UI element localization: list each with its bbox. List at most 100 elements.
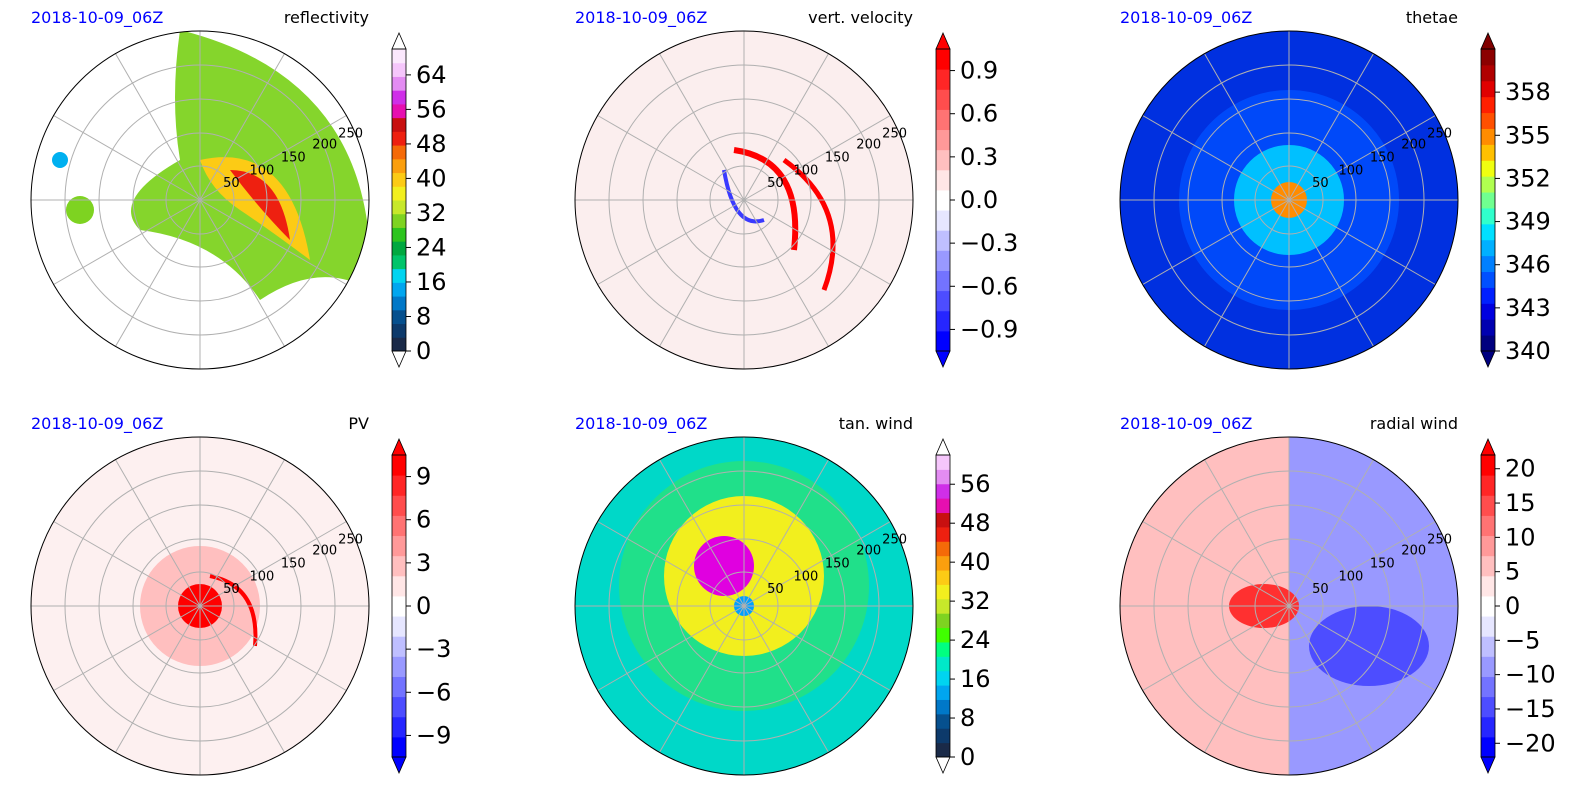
colorbar-tick-label: 16 bbox=[416, 268, 447, 296]
radial-gridline bbox=[53, 115, 201, 201]
colorbar-extend-high bbox=[391, 438, 407, 456]
ring-label: 50 bbox=[767, 176, 784, 191]
colorbar-tick-label: −6 bbox=[416, 678, 451, 706]
colorbar-bin bbox=[936, 498, 950, 514]
colorbar-tick-label: 10 bbox=[1505, 523, 1536, 551]
colorbar-bin bbox=[392, 515, 406, 537]
ring-label: 150 bbox=[281, 150, 306, 165]
colorbar-bin bbox=[936, 69, 950, 90]
radial-gridline bbox=[1204, 199, 1290, 347]
tanwind-max bbox=[694, 536, 754, 596]
colorbar-bin bbox=[936, 89, 950, 110]
polar-border bbox=[574, 30, 914, 370]
colorbar-bin bbox=[936, 685, 950, 700]
updraft-band bbox=[782, 157, 836, 291]
colorbar-bin bbox=[936, 555, 950, 571]
colorbar-tick-label: 40 bbox=[960, 548, 991, 576]
colorbar-tick-label: 48 bbox=[960, 509, 991, 537]
colorbar-bin bbox=[936, 483, 950, 499]
ring-label: 200 bbox=[312, 543, 337, 558]
polar-border bbox=[1119, 436, 1459, 776]
polar-border bbox=[30, 30, 370, 370]
outer-cell bbox=[66, 196, 94, 224]
colorbar-bin bbox=[936, 728, 950, 744]
radial-gridline bbox=[597, 521, 745, 607]
colorbar-bin bbox=[1481, 287, 1495, 304]
radial-gridline bbox=[199, 521, 347, 607]
radial-gridline bbox=[659, 53, 745, 201]
ring-label: 200 bbox=[856, 137, 881, 152]
colorbar-tick-label: 20 bbox=[1505, 455, 1536, 483]
colorbar-tick-label: −9 bbox=[416, 721, 451, 749]
colorbar-bin bbox=[936, 670, 950, 686]
ring-label: 150 bbox=[1370, 556, 1395, 571]
colorbar-bin bbox=[936, 270, 950, 292]
colorbar-bin bbox=[1481, 716, 1495, 738]
colorbar-bin bbox=[936, 109, 950, 131]
colorbar-bin bbox=[936, 570, 950, 585]
colorbar-bin bbox=[1481, 736, 1495, 758]
radial-gridline bbox=[743, 53, 829, 201]
colorbar-bin bbox=[936, 598, 950, 614]
downdraft-band bbox=[722, 169, 765, 224]
ring-label: 250 bbox=[882, 533, 907, 548]
colorbar-tick-label: 5 bbox=[1505, 558, 1520, 586]
colorbar-tick-label: 16 bbox=[960, 665, 991, 693]
colorbar-bin bbox=[392, 172, 406, 187]
colorbar-bin bbox=[1481, 223, 1495, 241]
radial-gridline bbox=[597, 605, 745, 691]
polar-border bbox=[574, 436, 914, 776]
colorbar-tick-label: 32 bbox=[416, 199, 447, 227]
colorbar-tick-label: −0.6 bbox=[960, 272, 1018, 300]
colorbar-bin bbox=[392, 117, 406, 132]
colorbar-bin bbox=[392, 616, 406, 637]
panel-6: 2018-10-09_06Z radial wind501001502002502… bbox=[1119, 414, 1556, 776]
colorbar-bin bbox=[936, 250, 950, 271]
colorbar-bin bbox=[392, 696, 406, 718]
colorbar-bin bbox=[392, 676, 406, 698]
ring-label: 150 bbox=[825, 150, 850, 165]
colorbar-tick-label: 0.6 bbox=[960, 100, 998, 128]
colorbar-bin bbox=[936, 310, 950, 332]
colorbar-tick-label: 0.0 bbox=[960, 186, 998, 214]
colorbar-bin bbox=[1481, 555, 1495, 577]
colorbar-bin bbox=[1481, 636, 1495, 657]
radial-gridline bbox=[53, 199, 201, 285]
colorbar-bin bbox=[936, 149, 950, 171]
polar-border bbox=[30, 436, 370, 776]
radial-gridline bbox=[199, 199, 347, 285]
radial-gridline bbox=[199, 605, 347, 691]
colorbar-bin bbox=[1481, 475, 1495, 496]
radial-gridline bbox=[1142, 115, 1290, 201]
radial-gridline bbox=[199, 53, 285, 201]
colorbar-bin bbox=[936, 613, 950, 629]
colorbar-bin bbox=[1481, 80, 1495, 98]
colorbar-bin bbox=[392, 103, 406, 119]
panel-title: reflectivity bbox=[284, 8, 369, 27]
colorbar-bin bbox=[392, 49, 406, 64]
ring-label: 100 bbox=[249, 569, 274, 584]
colorbar-bin bbox=[936, 541, 950, 557]
colorbar-tick-label: 8 bbox=[416, 302, 431, 330]
colorbar-bin bbox=[1481, 144, 1495, 161]
panel-title: radial wind bbox=[1370, 414, 1458, 433]
colorbar-tick-label: 24 bbox=[960, 626, 991, 654]
ring-label: 150 bbox=[825, 556, 850, 571]
ring-label: 100 bbox=[1338, 569, 1363, 584]
ring-label: 50 bbox=[1312, 582, 1329, 597]
ring-label: 150 bbox=[281, 556, 306, 571]
colorbar-tick-label: 48 bbox=[416, 130, 447, 158]
colorbar-bin bbox=[392, 337, 406, 352]
ring-label: 100 bbox=[793, 569, 818, 584]
colorbar-bin bbox=[392, 716, 406, 738]
eyewall-core bbox=[230, 170, 290, 240]
colorbar-bin bbox=[1481, 616, 1495, 637]
colorbar-bin bbox=[1481, 319, 1495, 336]
radial-gridline bbox=[743, 459, 829, 607]
colorbar-extend-high bbox=[1480, 32, 1496, 50]
radial-gridline bbox=[743, 199, 829, 347]
radial-gridline bbox=[659, 605, 745, 753]
colorbar-bin bbox=[1481, 239, 1495, 257]
